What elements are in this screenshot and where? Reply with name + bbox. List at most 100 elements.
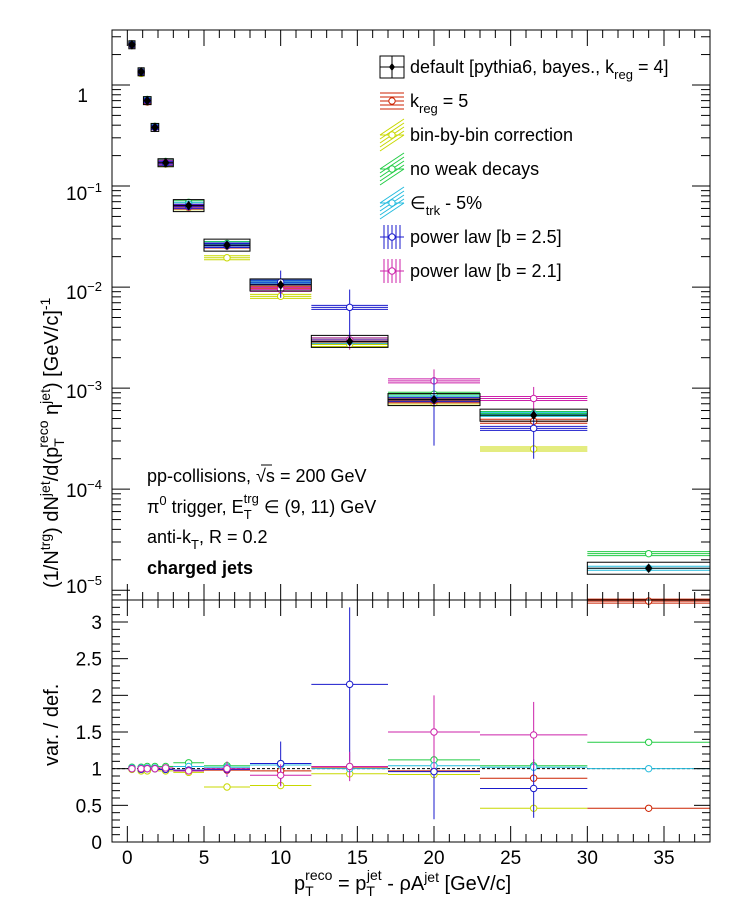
legend-hatch (379, 202, 405, 220)
legend-label-kreg5: kreg = 5 (410, 91, 468, 116)
legend-symbol-bin-by-bin-correction (379, 118, 405, 152)
data-point (184, 767, 193, 775)
legend: default [pythia6, bayes., kreg = 4] kreg… (379, 55, 668, 283)
ratio-series-power-law-b-2-1 (128, 695, 588, 787)
legend-symbol-k-reg-5 (380, 92, 404, 110)
legend-hatch (379, 190, 405, 208)
legend-hatch (379, 118, 405, 136)
legend-marker (388, 97, 396, 105)
data-point (143, 95, 151, 106)
legend-hatch (379, 156, 405, 174)
data-point (223, 254, 231, 262)
legend-symbol-trk-5 (379, 186, 405, 220)
data-point (162, 157, 170, 168)
data-point (346, 336, 354, 347)
y-tick-label-1e-5: 10−5 (66, 573, 102, 598)
data-point (223, 764, 231, 773)
data-point (529, 731, 538, 739)
y-tick-label-0: 0 (91, 833, 102, 854)
data-point (644, 804, 653, 812)
annotation-jet-algo: anti-kT, R = 0.2 (147, 527, 268, 552)
legend-label-default: default [pythia6, bayes., kreg = 4] (410, 57, 668, 82)
spectrum-panel: 1 10−1 10−2 10−3 10−4 10−5 (1/Ntrg) dNje… (35, 29, 711, 605)
legend-hatch (379, 152, 405, 170)
legend-hatch (379, 130, 405, 148)
data-point (185, 200, 193, 211)
y-tick-label-0p01: 10−2 (66, 279, 102, 304)
legend-label-power-law-2p5: power law [b = 2.5] (410, 227, 562, 247)
legend-label-power-law-2p1: power law [b = 2.1] (410, 261, 562, 281)
data-point (430, 728, 438, 736)
data-point (530, 410, 538, 420)
y-tick-label-0p1: 10−1 (66, 180, 102, 205)
data-point (529, 424, 538, 433)
data-point (161, 764, 170, 772)
legend-symbol-no-weak-decays (379, 152, 405, 186)
annotation-collision-system: pp-collisions, √s = 200 GeV (147, 466, 367, 486)
x-tick-label-30: 30 (577, 848, 598, 869)
legend-symbol-default (379, 55, 405, 79)
data-point (430, 394, 438, 405)
data-point (430, 767, 438, 776)
x-tick-label-20: 20 (423, 848, 444, 869)
y-tick-label-0-5: 0.5 (76, 796, 102, 817)
legend-hatch (379, 164, 405, 182)
data-point (151, 764, 159, 773)
spectrum-y-axis-title: (1/Ntrg) dNjet/d(pTreco ηjet) [GeV/c]-1 (35, 297, 67, 588)
data-point (644, 764, 653, 773)
y-tick-label-1: 1 (91, 760, 102, 781)
legend-symbol-power-law-b-2-5 (380, 225, 404, 249)
data-point (644, 738, 653, 746)
data-point (128, 764, 136, 773)
legend-symbol-power-law-b-2-1 (380, 259, 404, 283)
annotation-charged-jets: charged jets (147, 558, 253, 578)
spectrum-ticks (112, 30, 711, 601)
ratio-panel: 0 0.5 1 1.5 2 2.5 3 0 5 10 15 20 25 30 35 var. / def.… (41, 599, 711, 899)
data-point (345, 680, 354, 689)
data-point (151, 122, 159, 133)
legend-marker (388, 267, 396, 275)
legend-hatch (379, 168, 405, 186)
data-point (345, 303, 354, 312)
legend-label-bin-by-bin: bin-by-bin correction (410, 125, 573, 145)
x-tick-label-35: 35 (653, 848, 674, 869)
x-axis-title: pTreco = pTjet - ρAjet [GeV/c] (294, 867, 511, 899)
data-point (223, 240, 231, 250)
legend-marker (388, 131, 396, 139)
y-tick-label-2: 2 (91, 686, 102, 707)
data-point (529, 394, 538, 403)
y-tick-label-3: 3 (91, 613, 102, 634)
ratio-y-axis-title: var. / def. (41, 684, 63, 766)
ratio-y-tick-labels: 0 0.5 1 1.5 2 2.5 3 (76, 613, 102, 854)
data-point (345, 762, 354, 771)
data-point (645, 563, 653, 574)
legend-marker (388, 199, 396, 207)
data-point (128, 39, 136, 50)
data-point (644, 549, 653, 558)
spectrum-y-tick-labels: 1 10−1 10−2 10−3 10−4 10−5 (66, 86, 102, 598)
x-tick-label-5: 5 (199, 848, 210, 869)
data-point (529, 784, 538, 793)
data-point (143, 764, 151, 773)
data-point (277, 280, 285, 290)
legend-marker (388, 233, 396, 241)
annotation-block: pp-collisions, √s = 200 GeV π0 trigger, … (147, 464, 376, 578)
spectrum-marks (128, 39, 711, 605)
ratio-frame (111, 599, 711, 843)
legend-label-no-weak-decays: no weak decays (410, 159, 539, 179)
ratio-marks (128, 607, 710, 820)
x-tick-label-25: 25 (500, 848, 521, 869)
x-tick-labels: 0 5 10 15 20 25 30 35 (122, 848, 675, 869)
y-tick-label-1-5: 1.5 (76, 723, 102, 744)
data-point (276, 771, 285, 779)
data-point (137, 764, 145, 773)
y-tick-label-1e-4: 10−4 (66, 477, 102, 502)
annotation-trigger: π0 trigger, ETtrg ∈ (9, 11) GeV (147, 491, 376, 522)
x-tick-label-0: 0 (122, 848, 133, 869)
legend-hatch (379, 122, 405, 140)
legend-hatch (379, 186, 405, 204)
ratio-ticks (112, 600, 711, 843)
x-tick-label-10: 10 (270, 848, 291, 869)
x-tick-label-15: 15 (347, 848, 368, 869)
